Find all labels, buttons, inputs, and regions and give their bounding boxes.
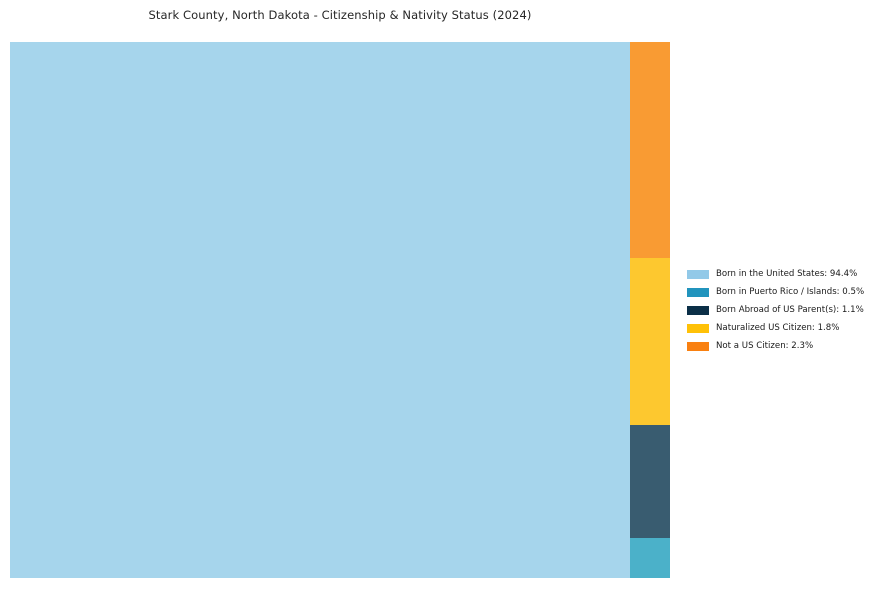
page-title: Stark County, North Dakota - Citizenship… xyxy=(148,8,532,22)
legend-swatch-icon xyxy=(687,323,709,333)
legend-swatch-icon xyxy=(687,287,709,297)
treemap-tile[interactable] xyxy=(630,537,670,578)
legend-item[interactable]: Born in Puerto Rico / Islands: 0.5% xyxy=(687,283,877,301)
legend-item-label: Born in the United States: 94.4% xyxy=(716,269,858,279)
legend-item[interactable]: Born Abroad of US Parent(s): 1.1% xyxy=(687,301,877,319)
legend-swatch-icon xyxy=(687,305,709,315)
legend-item-label: Naturalized US Citizen: 1.8% xyxy=(716,323,840,333)
legend-item-label: Born Abroad of US Parent(s): 1.1% xyxy=(716,305,864,315)
legend-item-label: Born in Puerto Rico / Islands: 0.5% xyxy=(716,287,865,297)
legend-item[interactable]: Naturalized US Citizen: 1.8% xyxy=(687,319,877,337)
legend-swatch-icon xyxy=(687,341,709,351)
treemap-tile[interactable] xyxy=(630,424,670,538)
chart-legend: Born in the United States: 94.4% Born in … xyxy=(687,265,877,355)
treemap-tile[interactable] xyxy=(10,42,630,578)
legend-item-label: Not a US Citizen: 2.3% xyxy=(716,341,814,351)
legend-item[interactable]: Not a US Citizen: 2.3% xyxy=(687,337,877,355)
treemap-tile[interactable] xyxy=(630,258,670,425)
legend-swatch-icon xyxy=(687,269,709,279)
legend-item[interactable]: Born in the United States: 94.4% xyxy=(687,265,877,283)
treemap-tile[interactable] xyxy=(630,42,670,258)
treemap-plot-area xyxy=(10,42,670,578)
